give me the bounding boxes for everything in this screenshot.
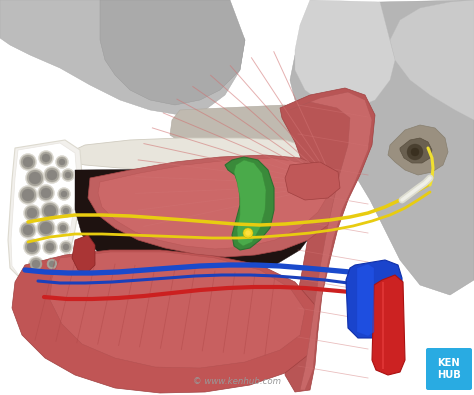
- Circle shape: [27, 208, 37, 218]
- Circle shape: [47, 170, 57, 180]
- Circle shape: [36, 218, 55, 237]
- Circle shape: [30, 258, 42, 270]
- Circle shape: [29, 172, 41, 184]
- Circle shape: [63, 208, 69, 214]
- Circle shape: [40, 152, 52, 164]
- Polygon shape: [170, 105, 345, 170]
- Circle shape: [63, 170, 73, 180]
- Circle shape: [20, 187, 36, 203]
- Circle shape: [407, 144, 423, 160]
- Circle shape: [26, 169, 45, 188]
- Circle shape: [19, 222, 36, 239]
- Polygon shape: [12, 250, 318, 393]
- Circle shape: [43, 239, 57, 254]
- Circle shape: [243, 228, 253, 238]
- Polygon shape: [388, 125, 448, 175]
- Circle shape: [44, 241, 56, 253]
- Polygon shape: [88, 155, 340, 257]
- Polygon shape: [290, 92, 372, 390]
- Polygon shape: [100, 0, 245, 105]
- Polygon shape: [390, 0, 474, 120]
- Circle shape: [38, 150, 54, 166]
- Circle shape: [45, 168, 59, 182]
- Circle shape: [28, 256, 44, 271]
- Polygon shape: [72, 235, 95, 272]
- Polygon shape: [0, 0, 245, 115]
- Circle shape: [42, 203, 58, 219]
- Circle shape: [246, 231, 250, 235]
- Circle shape: [46, 243, 54, 251]
- Polygon shape: [234, 160, 266, 246]
- Circle shape: [58, 223, 68, 233]
- Circle shape: [57, 157, 67, 167]
- Polygon shape: [400, 138, 432, 163]
- Circle shape: [37, 184, 55, 201]
- Polygon shape: [8, 140, 82, 285]
- Circle shape: [25, 240, 39, 254]
- Circle shape: [55, 156, 69, 169]
- Polygon shape: [75, 168, 320, 275]
- Circle shape: [59, 159, 65, 165]
- Circle shape: [61, 242, 71, 252]
- Circle shape: [41, 188, 51, 198]
- Polygon shape: [50, 252, 305, 368]
- Circle shape: [21, 155, 35, 169]
- Circle shape: [44, 167, 61, 184]
- Polygon shape: [68, 138, 318, 175]
- Circle shape: [65, 172, 71, 178]
- Circle shape: [22, 189, 34, 201]
- Circle shape: [61, 191, 67, 197]
- Circle shape: [21, 223, 35, 237]
- Circle shape: [25, 206, 39, 220]
- FancyBboxPatch shape: [426, 348, 472, 390]
- Polygon shape: [346, 260, 402, 338]
- Circle shape: [56, 222, 70, 235]
- Polygon shape: [295, 0, 395, 110]
- Circle shape: [61, 206, 71, 216]
- Circle shape: [40, 201, 60, 220]
- Polygon shape: [285, 162, 340, 200]
- Circle shape: [60, 205, 73, 218]
- Circle shape: [47, 259, 57, 269]
- Text: © www.kenhub.com: © www.kenhub.com: [193, 376, 281, 386]
- Circle shape: [62, 169, 74, 181]
- Circle shape: [32, 260, 40, 268]
- Polygon shape: [357, 264, 374, 336]
- Polygon shape: [372, 275, 405, 375]
- Circle shape: [49, 261, 55, 267]
- Circle shape: [23, 225, 33, 235]
- Circle shape: [63, 244, 69, 250]
- Circle shape: [411, 148, 419, 156]
- Polygon shape: [290, 0, 474, 295]
- Circle shape: [60, 225, 66, 231]
- Circle shape: [24, 239, 40, 256]
- Circle shape: [59, 189, 69, 199]
- Text: KEN
HUB: KEN HUB: [437, 358, 461, 380]
- Polygon shape: [11, 143, 77, 282]
- Circle shape: [18, 186, 37, 205]
- Circle shape: [39, 186, 53, 200]
- Polygon shape: [280, 88, 375, 392]
- Circle shape: [23, 157, 33, 167]
- Circle shape: [44, 205, 56, 217]
- Circle shape: [19, 154, 36, 171]
- Circle shape: [46, 258, 58, 271]
- Circle shape: [42, 154, 50, 162]
- Circle shape: [27, 242, 37, 252]
- Polygon shape: [225, 157, 274, 250]
- Circle shape: [60, 241, 73, 254]
- Circle shape: [57, 188, 71, 201]
- Circle shape: [40, 222, 52, 234]
- Polygon shape: [98, 158, 330, 249]
- Circle shape: [38, 220, 54, 236]
- Circle shape: [27, 170, 43, 186]
- Circle shape: [24, 205, 40, 222]
